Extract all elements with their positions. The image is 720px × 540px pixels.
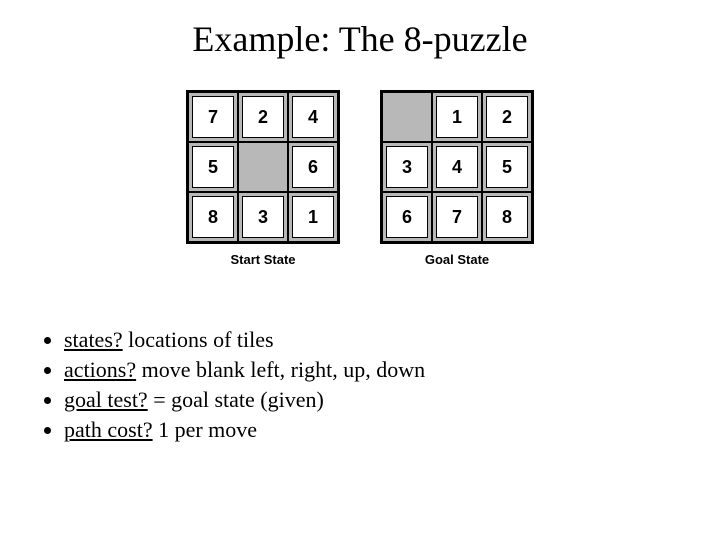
grid-cell: 4 [288,92,338,142]
start-grid: 7 2 4 5 6 8 3 1 [186,90,340,244]
bullet-term: actions? [64,357,136,382]
tile: 6 [292,146,334,188]
grid-cell: 2 [482,92,532,142]
tile: 4 [436,146,478,188]
bullet-term: goal test? [64,387,148,412]
grid-cell: 6 [288,142,338,192]
bullet-item: actions? move blank left, right, up, dow… [64,357,720,383]
bullet-list: states? locations of tiles actions? move… [40,327,720,443]
tile: 2 [486,96,528,138]
grid-cell-blank [238,142,288,192]
tile: 4 [292,96,334,138]
grid-cell: 1 [432,92,482,142]
grid-cell: 2 [238,92,288,142]
grid-cell-blank [382,92,432,142]
grid-cell: 7 [188,92,238,142]
tile: 7 [192,96,234,138]
grid-cell: 7 [432,192,482,242]
tile: 3 [242,196,284,238]
bullet-term: path cost? [64,417,153,442]
start-state-block: 7 2 4 5 6 8 3 1 Start State [186,90,340,267]
bullet-rest: locations of tiles [123,327,274,352]
tile: 3 [386,146,428,188]
grid-cell: 4 [432,142,482,192]
bullet-item: states? locations of tiles [64,327,720,353]
grid-cell: 8 [188,192,238,242]
tile: 6 [386,196,428,238]
tile: 1 [292,196,334,238]
bullet-rest: move blank left, right, up, down [136,357,425,382]
grid-cell: 5 [188,142,238,192]
tile: 1 [436,96,478,138]
tile: 8 [486,196,528,238]
bullet-rest: = goal state (given) [148,387,324,412]
tile: 8 [192,196,234,238]
puzzle-figure: 7 2 4 5 6 8 3 1 Start State 1 2 3 4 5 6 … [0,90,720,267]
grid-cell: 6 [382,192,432,242]
tile: 5 [486,146,528,188]
start-caption: Start State [230,252,295,267]
grid-cell: 3 [382,142,432,192]
bullet-item: goal test? = goal state (given) [64,387,720,413]
tile: 5 [192,146,234,188]
goal-caption: Goal State [425,252,489,267]
tile: 7 [436,196,478,238]
bullet-term: states? [64,327,123,352]
grid-cell: 3 [238,192,288,242]
goal-grid: 1 2 3 4 5 6 7 8 [380,90,534,244]
bullet-rest: 1 per move [153,417,257,442]
page-title: Example: The 8-puzzle [0,0,720,60]
goal-state-block: 1 2 3 4 5 6 7 8 Goal State [380,90,534,267]
grid-cell: 1 [288,192,338,242]
grid-cell: 5 [482,142,532,192]
tile: 2 [242,96,284,138]
grid-cell: 8 [482,192,532,242]
bullet-item: path cost? 1 per move [64,417,720,443]
